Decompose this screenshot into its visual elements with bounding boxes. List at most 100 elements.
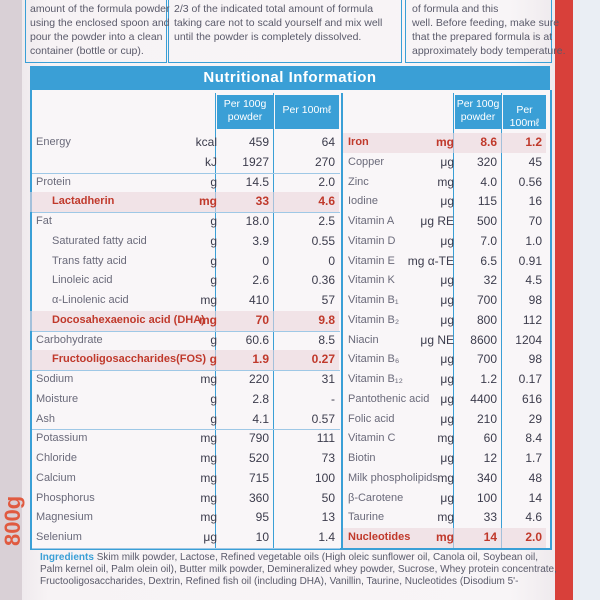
nutrient-name: β-Carotene (348, 491, 404, 504)
nutrient-name: Iodine (348, 195, 378, 208)
nutrient-name: Vitamin B₁ (348, 294, 399, 307)
per-100g: 4400 (470, 391, 497, 406)
per-100ml: 4.5 (525, 273, 542, 288)
per-100g: 4.1 (252, 411, 269, 426)
unit: μg (440, 352, 454, 367)
unit: mg (200, 372, 217, 387)
instruction-text: amount of the formula powder using the e… (30, 3, 170, 57)
row-divider (32, 370, 340, 372)
per-100g: 95 (255, 510, 269, 525)
unit: μg (440, 233, 454, 248)
per-100g: 459 (248, 135, 269, 149)
per-100ml: 98 (528, 352, 542, 367)
row-divider (32, 548, 340, 549)
per-100ml: 57 (321, 293, 335, 308)
per-100g: 1.9 (252, 352, 269, 367)
unit: μg (440, 451, 454, 466)
can-edge (0, 0, 22, 600)
red-stripe (555, 0, 573, 600)
unit: μg (440, 273, 454, 288)
per-100ml: 0.36 (311, 273, 335, 288)
nutrient-name: Energy (36, 136, 71, 148)
per-100g: 320 (476, 154, 497, 169)
unit: g (210, 253, 217, 268)
unit: g (210, 411, 217, 426)
nutrient-name: Pantothenic acid (348, 392, 430, 405)
unit: mg (199, 194, 217, 209)
table-title: Nutritional Information (30, 66, 550, 90)
per-100g: 340 (476, 470, 497, 485)
per-100ml: 45 (528, 154, 542, 169)
unit: mg (200, 293, 217, 308)
row-divider (32, 212, 340, 214)
instruction-box (25, 0, 167, 63)
per-100ml: 0.91 (518, 253, 542, 268)
unit: μg (203, 530, 217, 545)
column-header: Per 100mℓ (275, 95, 339, 129)
unit: μg (440, 293, 454, 308)
unit: mg (200, 470, 217, 485)
per-100g: 2.8 (252, 391, 269, 406)
ingredients: Ingredients Skim milk powder, Lactose, R… (40, 552, 560, 588)
unit: g (209, 352, 217, 367)
per-100ml: 31 (321, 372, 335, 387)
per-100ml: 2.5 (318, 214, 335, 229)
per-100ml: 0.57 (311, 411, 335, 426)
highlight-row (342, 133, 546, 153)
highlight-row (342, 528, 546, 548)
per-100ml: 1204 (515, 332, 542, 347)
nutrient-name: α-Linolenic acid (52, 294, 129, 307)
unit: mg (200, 510, 217, 525)
per-100ml: 29 (528, 411, 542, 426)
per-100g: 10 (255, 530, 269, 545)
nutrient-name: Iron (348, 136, 369, 148)
unit: g (210, 233, 217, 248)
per-100ml: 112 (522, 312, 542, 327)
unit: μg (440, 372, 454, 387)
column-header: Per 100g powder (217, 95, 273, 129)
per-100ml: 4.6 (525, 510, 542, 525)
per-100g: 7.0 (480, 233, 497, 248)
per-100g: 14.5 (245, 174, 269, 189)
nutrient-name: Chloride (36, 452, 77, 465)
nutrient-name: Linoleic acid (52, 274, 113, 287)
nutrient-name: Lactadherin (52, 195, 115, 208)
highlight-row (30, 350, 339, 371)
per-100g: 70 (255, 312, 269, 327)
per-100g: 115 (477, 194, 497, 209)
nutrient-name: Folic acid (348, 412, 395, 425)
unit: μg (440, 391, 454, 406)
instruction-text: 2/3 of the indicated total amount of for… (174, 3, 383, 43)
column-header: Per 100mℓ (503, 95, 546, 129)
column-divider (453, 93, 454, 548)
row-divider (32, 330, 340, 332)
per-100g: 8600 (470, 332, 497, 347)
nutrient-name: Vitamin B₁₂ (348, 373, 403, 386)
net-weight: 800g (0, 495, 25, 546)
per-100g: 500 (476, 214, 497, 229)
table-divider (341, 93, 343, 548)
per-100g: 0 (262, 253, 269, 268)
per-100ml: 1.4 (318, 530, 335, 545)
nutrient-name: Vitamin E (348, 254, 395, 267)
nutrient-name: Copper (348, 155, 385, 168)
highlight-row (30, 310, 339, 331)
per-100ml: 48 (528, 470, 542, 485)
nutrient-name: Protein (36, 175, 71, 188)
unit: g (210, 273, 217, 288)
nutrient-name: Sodium (36, 373, 74, 386)
per-100ml: 0.56 (518, 174, 542, 189)
nutrient-name: Vitamin C (348, 432, 396, 445)
per-100ml: 13 (321, 510, 335, 525)
unit: mg (437, 470, 454, 485)
per-100ml: 0.55 (311, 233, 335, 248)
per-100g: 790 (248, 431, 269, 446)
nutrient-name: Trans fatty acid (52, 254, 127, 267)
nutrient-name: Vitamin K (348, 274, 395, 287)
unit: mg (437, 174, 454, 189)
per-100g: 210 (476, 411, 497, 426)
nutrient-name: Vitamin B₆ (348, 353, 400, 366)
unit: g (210, 391, 217, 406)
nutrient-name: Nucleotides (348, 531, 411, 544)
